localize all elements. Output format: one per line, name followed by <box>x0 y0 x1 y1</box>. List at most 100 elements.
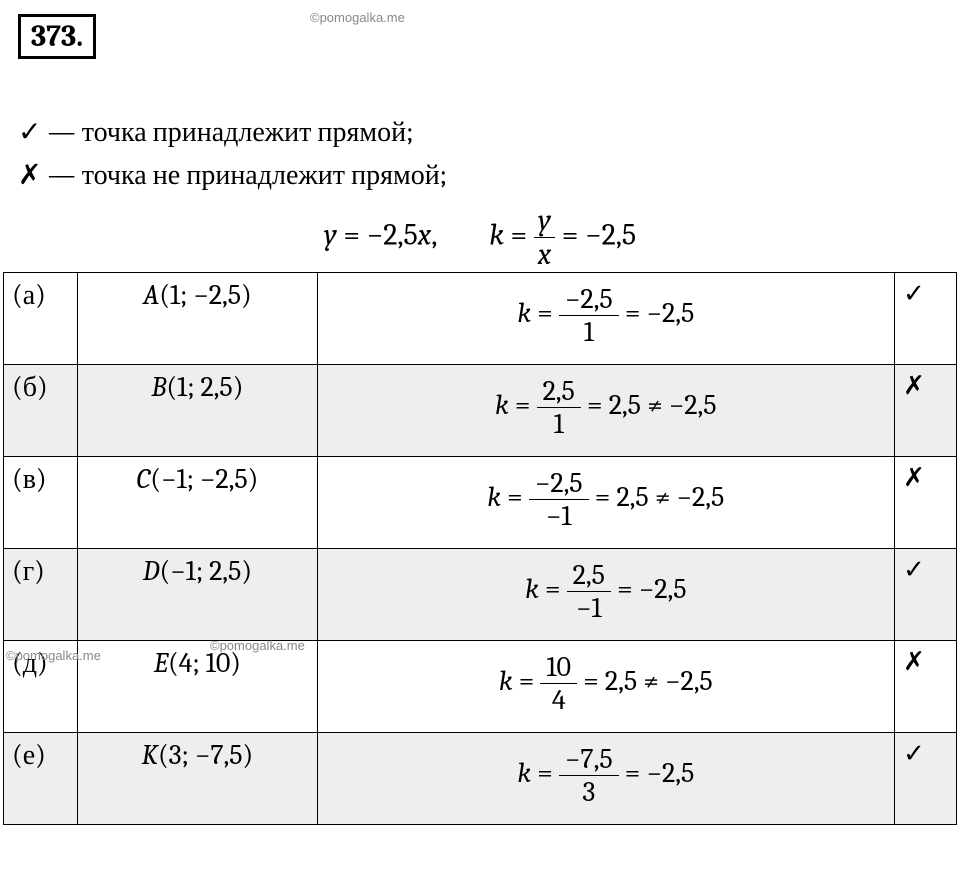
row-point: K(3; −7,5) <box>78 733 317 825</box>
row-calc: k = −7,53 = −2,5 <box>317 733 895 825</box>
table-row: (г)D(−1; 2,5)k = 2,5−1 = −2,5✓ <box>4 549 957 641</box>
row-point: D(−1; 2,5) <box>78 549 317 641</box>
row-letter: (в) <box>4 457 78 549</box>
legend-cross-text: — точка не принадлежит прямой; <box>41 159 447 191</box>
watermark-mid2: ©pomogalka.me <box>210 638 305 653</box>
legend-check: ✓ — точка принадлежит прямой; <box>18 115 414 149</box>
cross-icon: ✗ <box>18 159 41 191</box>
calc-frac-num: −2,5 <box>529 467 589 500</box>
row-point: E(4; 10) <box>78 641 317 733</box>
check-icon: ✓ <box>903 279 925 309</box>
point-coord: (3; −7,5) <box>158 739 253 771</box>
calc-frac-den: 1 <box>537 408 581 440</box>
check-icon: ✓ <box>903 739 925 769</box>
point-name: A <box>143 279 159 311</box>
calc-frac-num: −7,5 <box>559 743 619 776</box>
cross-icon: ✗ <box>903 371 925 401</box>
calc-eq: = <box>509 389 537 421</box>
formula-eq1: = −2,5 <box>337 218 418 253</box>
check-icon: ✓ <box>18 116 41 148</box>
row-calc: k = 2,51 = 2,5 ≠ −2,5 <box>317 365 895 457</box>
point-name: K <box>142 739 158 771</box>
calc-k: k <box>517 757 531 789</box>
row-result: ✗ <box>895 641 957 733</box>
calc-fraction: −2,51 <box>559 283 619 348</box>
row-calc: k = −2,5−1 = 2,5 ≠ −2,5 <box>317 457 895 549</box>
calc-tail: = 2,5 ≠ −2,5 <box>581 389 717 421</box>
calc-k: k <box>495 389 509 421</box>
point-name: E <box>154 647 168 679</box>
row-calc: k = 2,5−1 = −2,5 <box>317 549 895 641</box>
table-row: (д)E(4; 10)k = 104 = 2,5 ≠ −2,5✗ <box>4 641 957 733</box>
table-row: (а)A(1; −2,5)k = −2,51 = −2,5✓ <box>4 273 957 365</box>
row-result: ✗ <box>895 457 957 549</box>
row-letter: (г) <box>4 549 78 641</box>
row-letter: (е) <box>4 733 78 825</box>
calc-frac-num: 2,5 <box>567 559 611 592</box>
point-name: B <box>151 371 166 403</box>
point-name: D <box>143 555 160 587</box>
point-coord: (1; 2,5) <box>166 371 243 403</box>
watermark-mid1: ©pomogalka.me <box>6 648 101 663</box>
row-letter: (а) <box>4 273 78 365</box>
calc-eq: = <box>513 665 541 697</box>
table-row: (е)K(3; −7,5)k = −7,53 = −2,5✓ <box>4 733 957 825</box>
calc-frac-num: 10 <box>540 651 577 684</box>
cross-icon: ✗ <box>903 647 925 677</box>
calc-eq: = <box>539 573 567 605</box>
calc-tail: = −2,5 <box>611 573 687 605</box>
table-row: (в)C(−1; −2,5)k = −2,5−1 = 2,5 ≠ −2,5✗ <box>4 457 957 549</box>
row-calc: k = 104 = 2,5 ≠ −2,5 <box>317 641 895 733</box>
point-coord: (−1; 2,5) <box>159 555 252 587</box>
results-table: (а)A(1; −2,5)k = −2,51 = −2,5✓(б)B(1; 2,… <box>3 272 957 825</box>
calc-tail: = −2,5 <box>619 297 695 329</box>
row-point: C(−1; −2,5) <box>78 457 317 549</box>
row-result: ✗ <box>895 365 957 457</box>
formula-tail: = −2,5 <box>555 218 636 253</box>
formula-x: x <box>418 218 431 253</box>
calc-fraction: 104 <box>540 651 577 716</box>
row-result: ✓ <box>895 273 957 365</box>
formula-comma: , <box>431 218 489 253</box>
watermark-top: ©pomogalka.me <box>310 10 405 25</box>
calc-fraction: 2,51 <box>537 375 581 440</box>
row-calc: k = −2,51 = −2,5 <box>317 273 895 365</box>
calc-tail: = 2,5 ≠ −2,5 <box>589 481 725 513</box>
calc-frac-den: −1 <box>567 592 611 624</box>
row-result: ✓ <box>895 549 957 641</box>
task-number: 373. <box>18 14 96 59</box>
table-row: (б)B(1; 2,5)k = 2,51 = 2,5 ≠ −2,5✗ <box>4 365 957 457</box>
calc-k: k <box>517 297 531 329</box>
calc-eq: = <box>501 481 529 513</box>
calc-fraction: 2,5−1 <box>567 559 611 624</box>
point-coord: (−1; −2,5) <box>150 463 258 495</box>
row-result: ✓ <box>895 733 957 825</box>
calc-k: k <box>499 665 513 697</box>
calc-frac-den: 1 <box>559 316 619 348</box>
calc-frac-den: 4 <box>540 684 577 716</box>
row-point: B(1; 2,5) <box>78 365 317 457</box>
calc-frac-num: 2,5 <box>537 375 581 408</box>
calc-frac-num: −2,5 <box>559 283 619 316</box>
calc-eq: = <box>531 757 559 789</box>
calc-k: k <box>525 573 539 605</box>
calc-frac-den: −1 <box>529 500 589 532</box>
calc-tail: = −2,5 <box>619 757 695 789</box>
formula-frac-num: y <box>534 204 555 238</box>
calc-frac-den: 3 <box>559 776 619 808</box>
formula-fraction: yx <box>534 204 555 271</box>
row-point: A(1; −2,5) <box>78 273 317 365</box>
calc-k: k <box>487 481 501 513</box>
cross-icon: ✗ <box>903 463 925 493</box>
legend-cross: ✗ — точка не принадлежит прямой; <box>18 158 447 192</box>
calc-fraction: −2,5−1 <box>529 467 589 532</box>
point-coord: (1; −2,5) <box>159 279 252 311</box>
formula-k: k <box>489 218 504 253</box>
formula-frac-den: x <box>534 238 555 271</box>
formula-eq: = <box>504 218 534 253</box>
main-formula: y = −2,5x, k = yx = −2,5 <box>0 204 960 271</box>
point-name: C <box>136 463 150 495</box>
calc-fraction: −7,53 <box>559 743 619 808</box>
calc-tail: = 2,5 ≠ −2,5 <box>577 665 713 697</box>
row-letter: (б) <box>4 365 78 457</box>
